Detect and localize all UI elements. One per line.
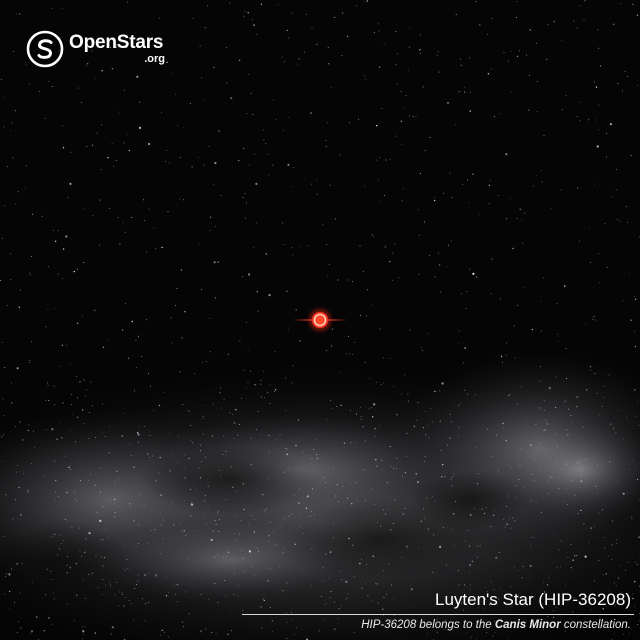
logo-tld: .org [144,53,165,65]
caption-divider [242,614,634,615]
star-caption: Luyten's Star (HIP-36208) HIP-36208 belo… [234,590,634,632]
star-constellation-note: HIP-36208 belongs to the Canis Minor con… [234,618,634,632]
openstars-logo-icon [26,30,64,68]
constellation-name[interactable]: Canis Minor [494,619,561,631]
constellation-note-prefix: HIP-36208 belongs to the [361,619,495,631]
constellation-note-suffix: constellation. [560,619,631,631]
logo-name: OpenStars [69,32,164,53]
red-star-icon [292,306,348,334]
star-title: Luyten's Star (HIP-36208) [434,590,631,609]
openstars-logo[interactable]: OpenStars .org [26,28,169,70]
